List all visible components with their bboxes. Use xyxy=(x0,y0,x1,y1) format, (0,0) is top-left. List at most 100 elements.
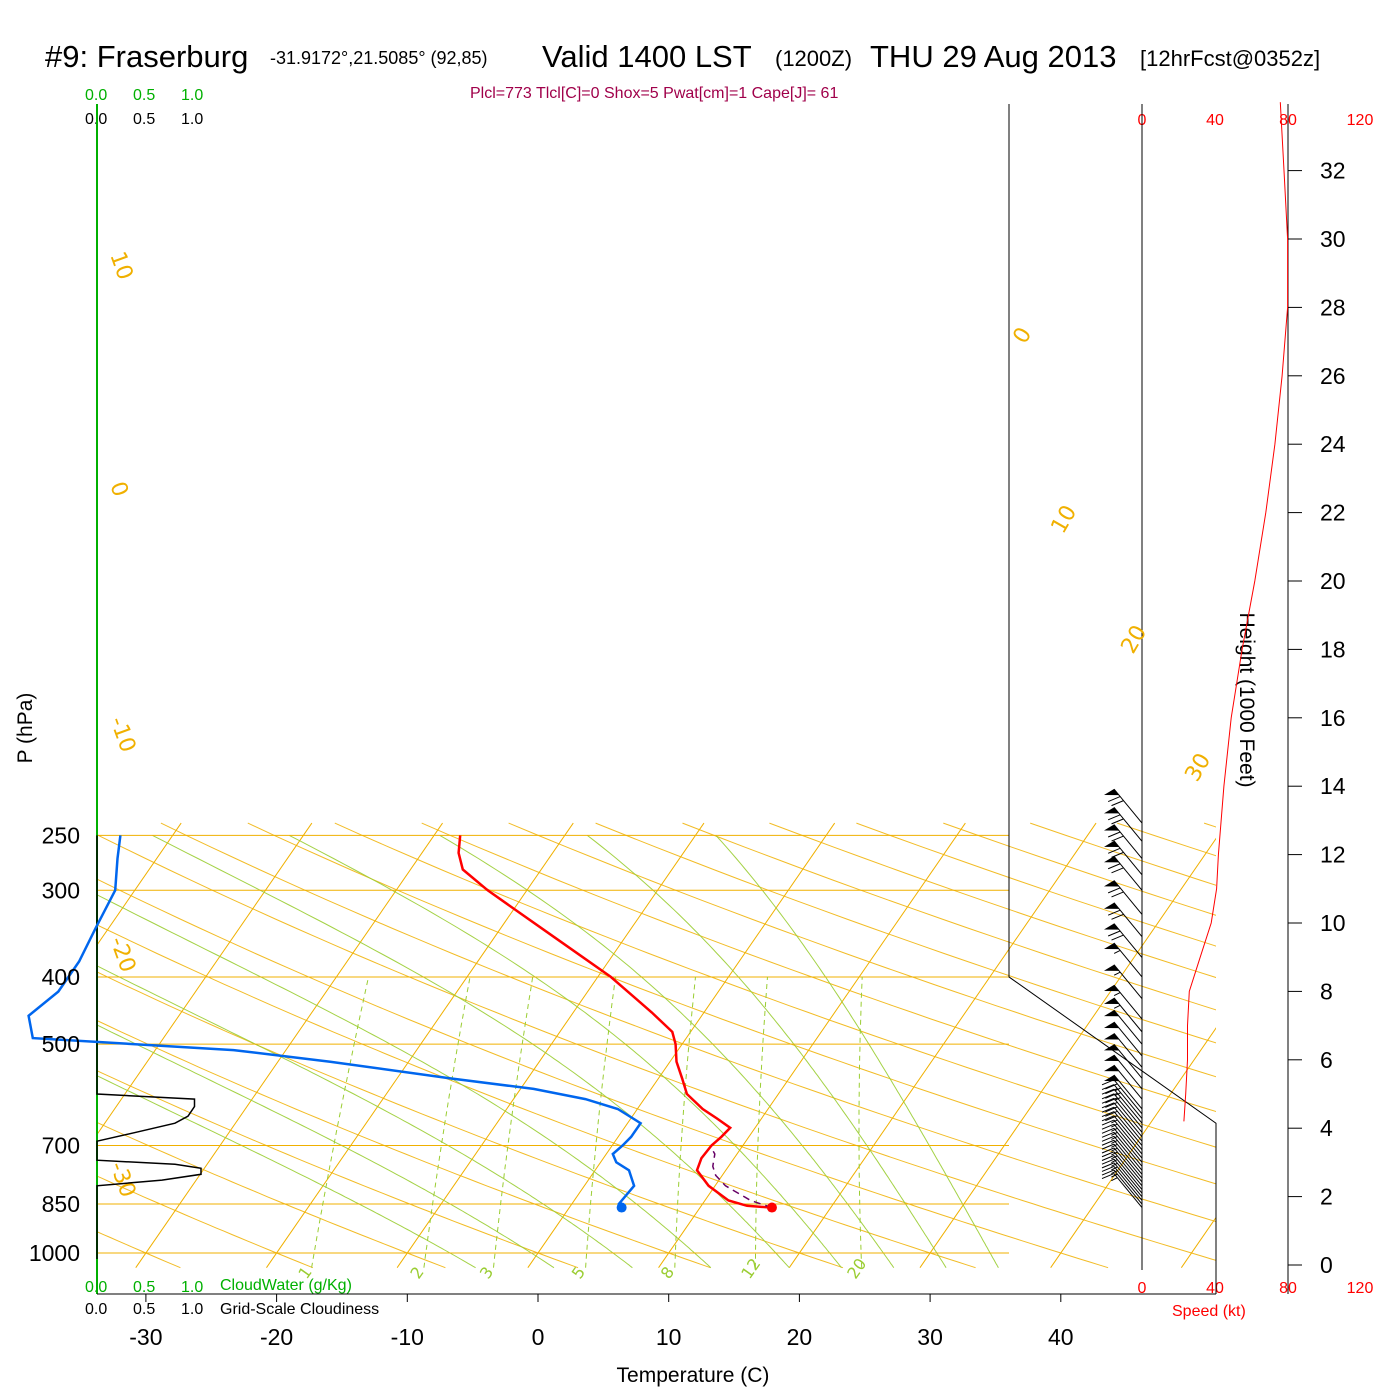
wind-barb-half xyxy=(1111,1177,1118,1182)
wind-barb-staff xyxy=(1113,1079,1143,1115)
dry-adiabat-line xyxy=(97,1020,711,1269)
wind-barb-full xyxy=(1101,1119,1115,1126)
wind-barb-full xyxy=(1105,1083,1118,1090)
height-tick-label: 8 xyxy=(1320,978,1333,1004)
wind-barb-staff xyxy=(1113,1111,1143,1146)
isotherm-label: 0 xyxy=(1009,323,1038,348)
wind-barb xyxy=(1104,1033,1143,1068)
surface-dewpoint-dot xyxy=(616,1202,627,1213)
axis-ticks: -30 -20 -10 0 10 20 30 402503004005007008501000… xyxy=(29,158,1346,1350)
p-tick-label: 500 xyxy=(42,1031,80,1057)
p-tick-label: 1000 xyxy=(29,1240,80,1266)
height-tick-label: 12 xyxy=(1320,842,1346,868)
height-tick-label: 14 xyxy=(1320,773,1346,799)
isotherm-line xyxy=(1050,1027,1216,1268)
wind-barb xyxy=(1104,1009,1143,1045)
wind-barb-half xyxy=(1111,1155,1118,1160)
mixing-ratio-lines: 1 2 3 5 8 12 20 xyxy=(294,976,870,1283)
wind-barb-full xyxy=(1107,831,1121,838)
wind-barb-full xyxy=(1111,851,1124,858)
wind-barb-half xyxy=(1111,1166,1118,1171)
wind-barb-staff xyxy=(1113,1123,1143,1159)
height-tick-label: 0 xyxy=(1320,1252,1333,1278)
wind-barb-full xyxy=(1101,1147,1115,1154)
wind-barb-full xyxy=(1107,930,1121,937)
height-tick-label: 2 xyxy=(1320,1184,1333,1210)
height-tick-label: 20 xyxy=(1320,568,1346,594)
wind-barb xyxy=(1101,1173,1143,1208)
wind-barb-full xyxy=(1111,867,1124,874)
wind-barb-full xyxy=(1101,1106,1115,1113)
height-tick-label: 30 xyxy=(1320,226,1346,252)
p-tick-label: 700 xyxy=(42,1133,80,1159)
wind-barb xyxy=(1104,1021,1143,1057)
wind-barb xyxy=(1101,1162,1143,1198)
speed-bottom-tick-0: 0 xyxy=(1138,1280,1147,1297)
wind-barb-flag xyxy=(1104,1074,1120,1082)
isotherm-grid xyxy=(0,822,1400,1269)
dry-adiabat-line xyxy=(97,1070,579,1269)
wind-barb-flag xyxy=(1104,964,1120,971)
zulu-time: (1200Z) xyxy=(775,46,852,71)
wind-barb-full xyxy=(1105,1106,1118,1113)
wind-barb-half xyxy=(1111,1143,1118,1148)
parcel-line xyxy=(711,1149,773,1209)
station-coords: -31.9172°,21.5085° (92,85) xyxy=(270,48,488,68)
wind-barb-half xyxy=(1113,949,1121,954)
wind-barb-staff xyxy=(1113,1119,1143,1155)
wind-barb xyxy=(1104,855,1143,891)
dry-adiabat-line xyxy=(0,823,48,1268)
mixing-ratio-label: 12 xyxy=(737,1255,764,1283)
height-tick-label: 24 xyxy=(1320,431,1346,457)
mixing-ratio-line xyxy=(423,976,471,1268)
speed-top-tick-1: 40 xyxy=(1206,112,1224,129)
wind-barb-staff xyxy=(1113,1084,1143,1119)
isotherm-line xyxy=(527,822,836,1268)
plot-frame: 10 0 -10 -20 -30 0 10 20 30 xyxy=(96,104,1289,1295)
forecast-label: [12hrFcst@0352z] xyxy=(1140,46,1320,71)
wind-barb xyxy=(1101,1131,1143,1167)
wind-barb-flag xyxy=(1104,789,1120,796)
p-tick-label: 850 xyxy=(42,1191,80,1217)
x-tick-label: 10 xyxy=(656,1324,682,1350)
isotherm-label: -30 xyxy=(104,1159,140,1201)
wind-barb xyxy=(1101,1135,1143,1171)
wind-barb-half xyxy=(1111,1162,1118,1167)
wind-barb-staff xyxy=(1113,1166,1143,1201)
wind-barb-half xyxy=(1111,1151,1118,1156)
wind-barb-half xyxy=(1114,1092,1121,1097)
height-tick-label: 6 xyxy=(1320,1047,1333,1073)
wind-barb-flag xyxy=(1104,856,1120,863)
wind-barb-full xyxy=(1101,1143,1115,1150)
wind-barb xyxy=(1104,1044,1143,1079)
height-tick-label: 10 xyxy=(1320,910,1346,936)
wind-barb-staff xyxy=(1113,1158,1143,1194)
cloudiness-profile xyxy=(96,835,202,1259)
wind-barb-full xyxy=(1101,1151,1115,1158)
isotherm-line xyxy=(266,822,574,1268)
wind-barb-full xyxy=(1105,1088,1118,1095)
height-tick-label: 22 xyxy=(1320,500,1346,526)
dry-adiabat-line xyxy=(97,1121,446,1269)
wind-barb-flag xyxy=(1104,1021,1120,1029)
wind-barb-full xyxy=(1105,1092,1118,1099)
height-tick-label: 4 xyxy=(1320,1115,1333,1141)
dry-adiabat-line xyxy=(247,822,1216,1185)
speed-bottom-tick-3: 120 xyxy=(1347,1280,1374,1297)
isotherm-label: 30 xyxy=(1181,749,1217,786)
wind-barb xyxy=(1104,997,1143,1033)
wind-barb xyxy=(1101,1151,1143,1187)
sounding-profiles xyxy=(27,835,777,1213)
isotherm-label: -10 xyxy=(104,714,140,756)
wind-barb-flag xyxy=(1104,942,1120,950)
dry-adiabat-line xyxy=(682,822,1216,1011)
wind-barb-full xyxy=(1101,1169,1115,1176)
wind-barb-staff xyxy=(1113,1074,1143,1110)
dry-adiabat-line xyxy=(160,822,1216,1223)
wind-barb-flag xyxy=(1104,985,1120,992)
dry-adiabat-line xyxy=(1378,823,1400,1268)
wind-barb xyxy=(1104,984,1143,1020)
wind-barb xyxy=(1101,1147,1143,1183)
wind-barb-full xyxy=(1111,913,1124,920)
wind-barb-staff xyxy=(1113,1093,1143,1129)
